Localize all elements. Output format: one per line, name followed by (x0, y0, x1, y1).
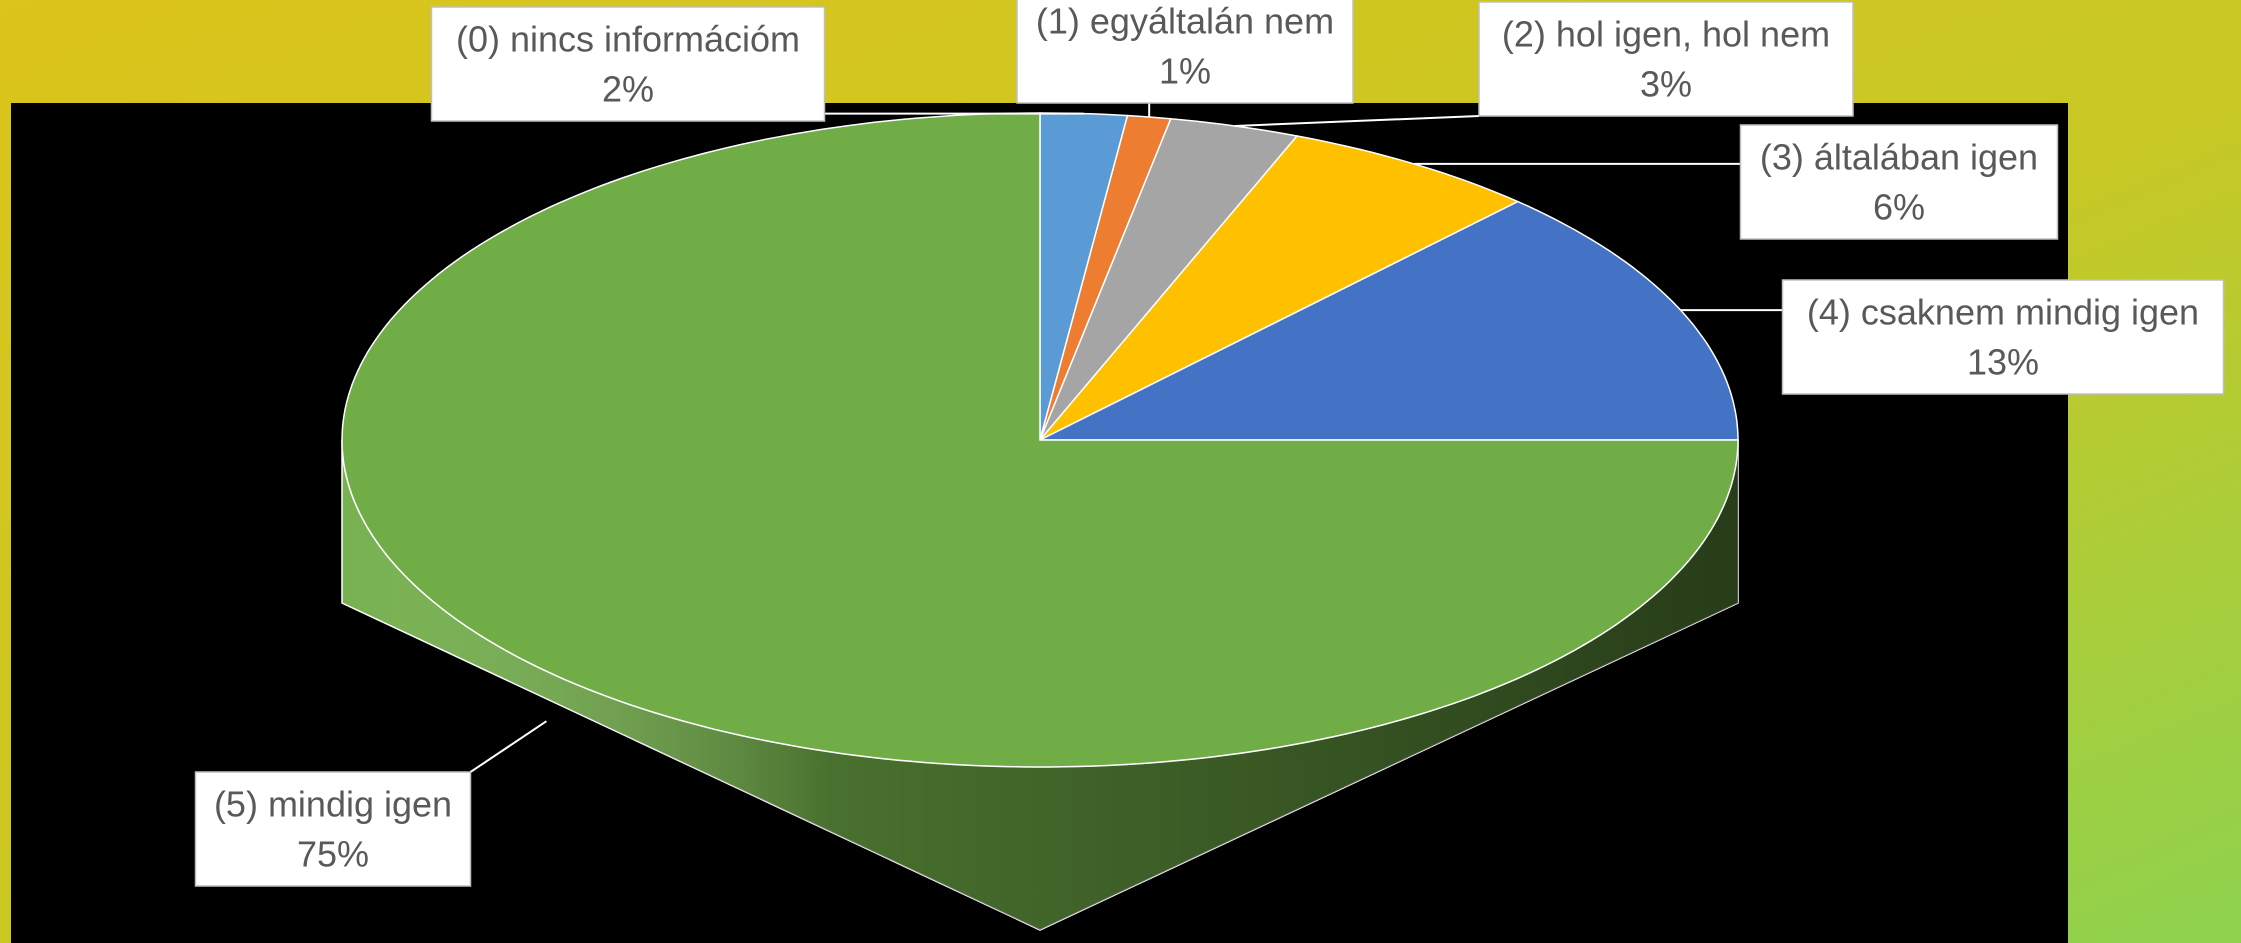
label-box (1478, 1, 1854, 117)
label-box (430, 6, 826, 122)
slice-label: (5) mindig igen (214, 784, 452, 825)
slice-label: (4) csaknem mindig igen (1807, 292, 2199, 333)
leader-line (469, 720, 547, 773)
slice-side-shade (342, 440, 1738, 930)
slice-label: (0) nincs információm (456, 19, 800, 60)
slice (1039, 135, 1520, 441)
slice (1039, 200, 1739, 441)
slice (341, 112, 1739, 768)
slice (1039, 118, 1299, 441)
slice-label: (3) általában igen (1760, 137, 2038, 178)
label-box (1739, 124, 2059, 240)
slice-value-label: 3% (1640, 64, 1692, 105)
slice-label: (1) egyáltalán nem (1036, 1, 1334, 42)
slice-value-label: 13% (1967, 342, 2039, 383)
slice-value-label: 2% (602, 69, 654, 110)
slice-value-label: 6% (1873, 187, 1925, 228)
slice-value-label: 75% (297, 834, 369, 875)
slice-label: (2) hol igen, hol nem (1502, 14, 1830, 55)
slice-value-label: 1% (1159, 51, 1211, 92)
label-box (1016, 0, 1354, 104)
leader-line (1234, 115, 1480, 127)
label-box (194, 771, 472, 887)
label-box (1781, 279, 2225, 395)
